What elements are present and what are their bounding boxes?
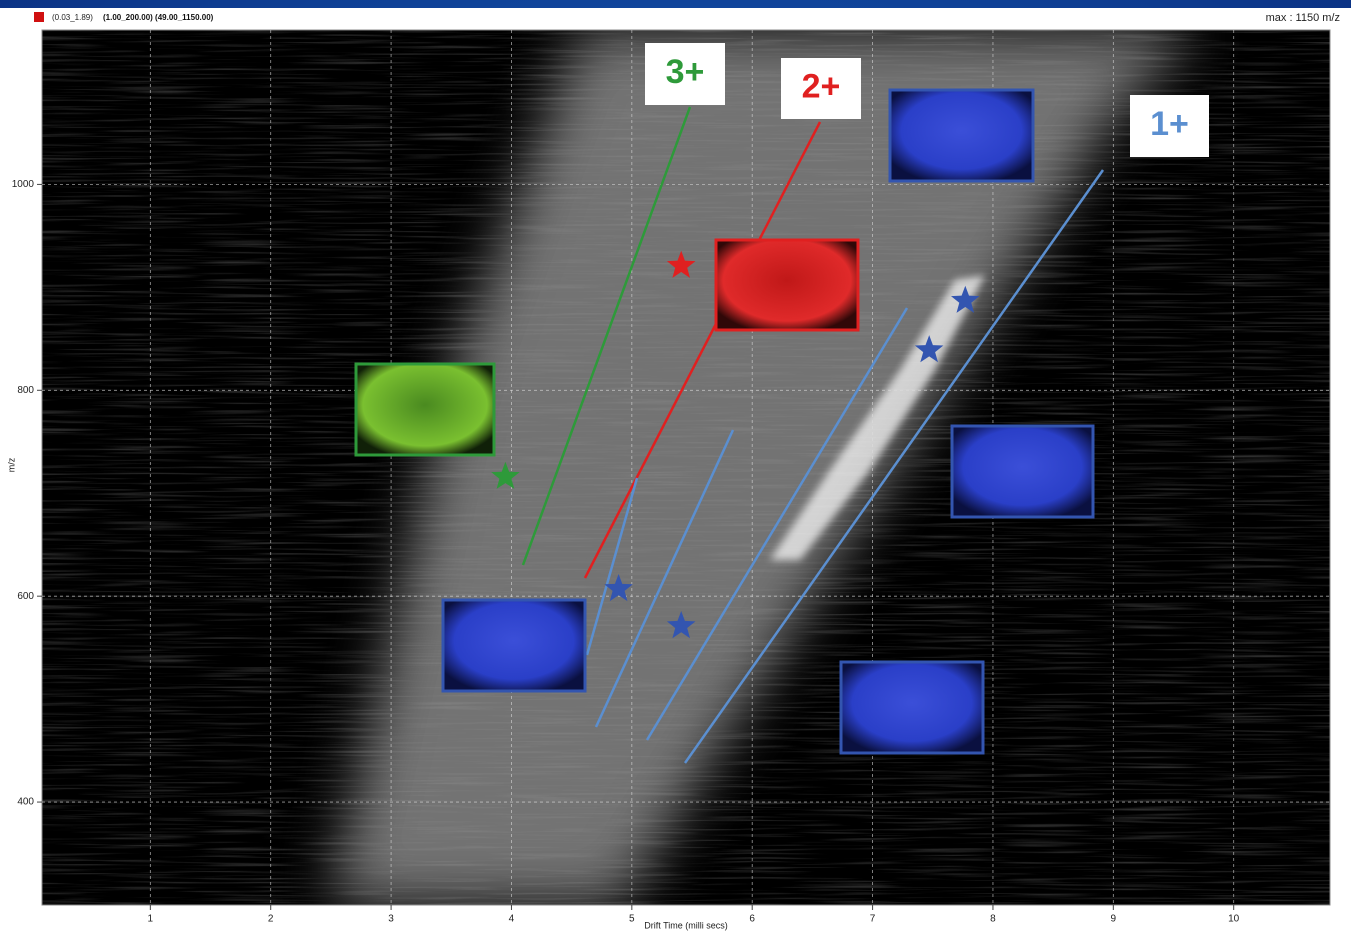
tissue-images bbox=[354, 88, 1095, 755]
x-tick-label: 2 bbox=[268, 914, 274, 925]
y-axis-label: m/z bbox=[6, 457, 16, 472]
x-tick-label: 10 bbox=[1228, 914, 1240, 925]
tissue-image bbox=[888, 88, 1035, 183]
y-tick-label: 1000 bbox=[12, 179, 35, 190]
y-tick-label: 800 bbox=[17, 385, 34, 396]
annotation-box bbox=[1130, 95, 1209, 157]
x-tick-label: 8 bbox=[990, 914, 996, 925]
tissue-image bbox=[354, 362, 496, 457]
marker-star bbox=[604, 574, 633, 602]
trend-line bbox=[583, 121, 822, 579]
tissue-image bbox=[839, 660, 985, 755]
marker-star bbox=[666, 611, 696, 639]
x-tick-label: 7 bbox=[870, 914, 876, 925]
trend-line bbox=[645, 307, 909, 741]
tissue-image bbox=[950, 424, 1095, 519]
y-tick-label: 400 bbox=[17, 797, 34, 808]
marker-star bbox=[491, 461, 520, 489]
trend-lines bbox=[521, 106, 1105, 764]
legend-swatch bbox=[34, 12, 44, 22]
x-tick-label: 1 bbox=[148, 914, 154, 925]
header-max: max : 1150 m/z bbox=[1266, 12, 1340, 24]
marker-star bbox=[914, 335, 944, 363]
tissue-image bbox=[441, 598, 587, 693]
trend-line bbox=[585, 477, 639, 656]
annotation-box bbox=[781, 58, 861, 119]
y-tick-label: 600 bbox=[17, 591, 34, 602]
trend-line bbox=[594, 429, 735, 728]
x-tick-label: 3 bbox=[388, 914, 394, 925]
x-tick-label: 5 bbox=[629, 914, 635, 925]
annotation-label: 1+ bbox=[1150, 105, 1189, 143]
annotation-box bbox=[645, 43, 725, 105]
annotation-label: 3+ bbox=[666, 53, 705, 91]
heatmap bbox=[42, 30, 1330, 905]
trend-line bbox=[683, 169, 1105, 764]
x-tick-label: 9 bbox=[1111, 914, 1117, 925]
trend-line bbox=[521, 106, 692, 566]
marker-star bbox=[951, 285, 980, 313]
x-tick-label: 4 bbox=[509, 914, 515, 925]
tissue-image bbox=[714, 238, 860, 332]
annotation-label: 2+ bbox=[802, 67, 841, 105]
plot-frame bbox=[41, 29, 1331, 906]
marker-star bbox=[666, 250, 696, 278]
header-range-main: (1.00_200.00) (49.00_1150.00) bbox=[103, 13, 214, 22]
x-tick-label: 6 bbox=[749, 914, 755, 925]
noise-overlay bbox=[42, 30, 1330, 905]
x-axis-label: Drift Time (milli secs) bbox=[644, 920, 728, 930]
header-range: (0.03_1.89) bbox=[52, 13, 93, 22]
